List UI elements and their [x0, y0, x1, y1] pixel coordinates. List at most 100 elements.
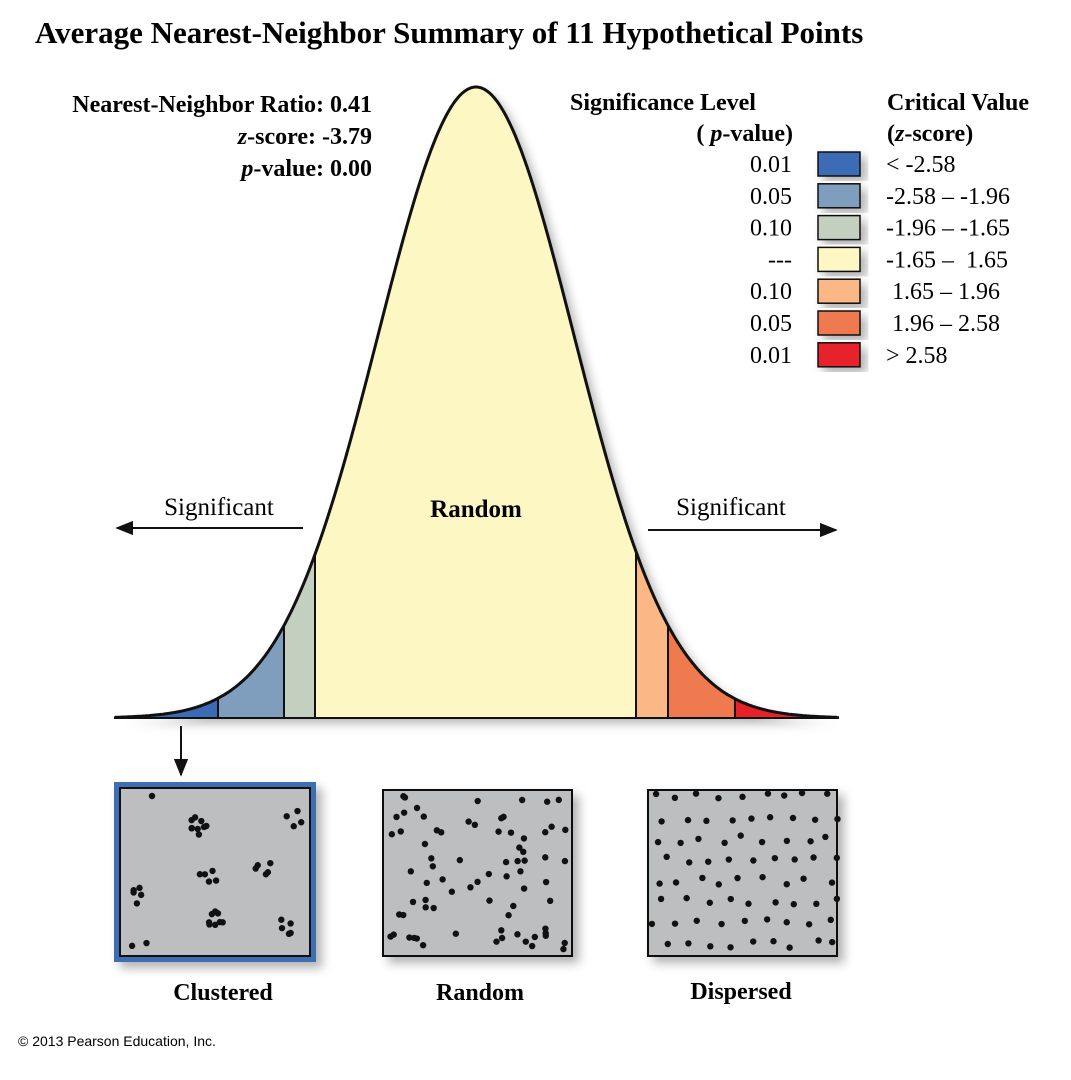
point — [739, 793, 746, 801]
point — [467, 884, 474, 891]
point — [420, 813, 427, 820]
point — [561, 939, 568, 947]
point — [520, 835, 528, 842]
point — [136, 884, 143, 892]
legend-p: 0.05 — [750, 311, 792, 337]
point — [783, 919, 790, 926]
point — [262, 871, 270, 878]
point — [294, 807, 301, 815]
point — [783, 837, 791, 845]
point — [422, 896, 429, 904]
panel — [647, 789, 838, 957]
point — [195, 831, 203, 838]
point — [429, 863, 437, 870]
point — [287, 920, 294, 927]
legend-swatch — [817, 278, 861, 304]
point — [699, 874, 706, 882]
point — [748, 815, 755, 822]
point — [781, 792, 788, 799]
point — [542, 854, 549, 861]
point — [737, 832, 744, 839]
point — [542, 878, 550, 886]
point — [727, 895, 734, 903]
point — [815, 937, 822, 944]
panel-label: Dispersed — [690, 979, 792, 1005]
point — [671, 794, 679, 802]
point — [715, 794, 722, 802]
point — [422, 904, 429, 911]
point — [456, 856, 464, 864]
curve-segment — [283, 553, 316, 719]
point — [805, 921, 813, 928]
point — [211, 921, 219, 929]
point — [750, 938, 757, 945]
point — [555, 796, 562, 804]
point — [409, 898, 417, 906]
point — [388, 831, 396, 838]
point — [439, 876, 446, 883]
point — [128, 942, 136, 950]
point — [290, 823, 297, 830]
stat-value: -3.79 — [322, 124, 372, 150]
point — [786, 944, 793, 951]
point — [130, 887, 137, 894]
point — [194, 825, 201, 833]
stat-var: p — [239, 156, 253, 182]
point — [486, 897, 493, 904]
point — [407, 868, 415, 875]
point — [546, 897, 554, 905]
point — [758, 838, 766, 846]
point — [400, 809, 408, 816]
point — [514, 931, 521, 938]
point — [205, 878, 213, 885]
point — [734, 874, 741, 882]
points — [128, 789, 841, 953]
stat-value: 0.41 — [330, 92, 372, 118]
point — [783, 880, 790, 888]
point — [800, 875, 807, 882]
legend-p: 0.05 — [750, 184, 792, 210]
point — [219, 919, 226, 926]
point — [397, 828, 404, 835]
point — [212, 908, 219, 915]
point — [471, 821, 479, 829]
legend-p: 0.10 — [750, 216, 792, 242]
point — [413, 804, 421, 812]
curve — [114, 85, 839, 719]
legend-p: 0.01 — [750, 152, 792, 178]
legend-suffix: -score) — [904, 121, 973, 147]
point — [834, 815, 841, 823]
legend-header: (z-score) — [887, 121, 973, 147]
legend-p: 0.10 — [750, 279, 792, 305]
point — [692, 790, 700, 797]
point — [658, 818, 665, 825]
title: Average Nearest-Neighbor Summary of 11 H… — [35, 15, 863, 50]
legend-p: --- — [768, 247, 792, 273]
legend-swatch — [817, 310, 861, 336]
point — [759, 873, 766, 881]
point — [729, 817, 736, 824]
legend-z: 1.96 – 2.58 — [886, 311, 1000, 337]
point — [798, 789, 806, 797]
point — [430, 904, 437, 912]
point — [191, 814, 199, 821]
point — [278, 916, 285, 923]
legend-swatch — [817, 214, 861, 241]
point — [810, 854, 817, 861]
point — [201, 871, 209, 878]
stat-label: -score: — [247, 124, 316, 150]
point — [790, 901, 797, 908]
point — [672, 879, 680, 886]
point — [693, 917, 700, 924]
point — [517, 868, 524, 875]
point — [421, 840, 429, 848]
point — [406, 934, 413, 941]
point — [561, 857, 569, 865]
point — [413, 935, 421, 942]
stat: Nearest-Neighbor Ratio: 0.41 — [72, 92, 372, 118]
point — [520, 848, 527, 856]
point — [822, 833, 829, 841]
point — [542, 925, 549, 932]
point — [267, 859, 274, 867]
